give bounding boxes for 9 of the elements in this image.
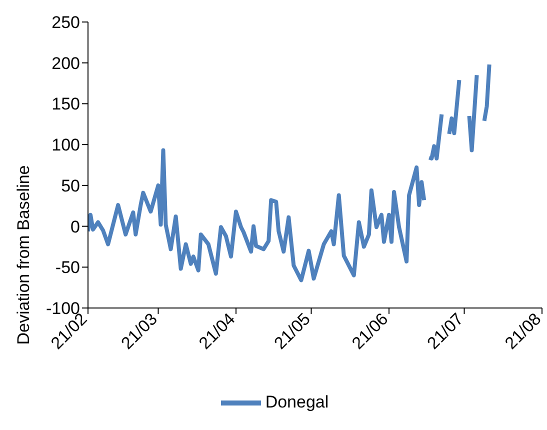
y-tick-label: 200: [52, 54, 80, 73]
y-tick-label: 250: [52, 13, 80, 32]
y-tick-label: 50: [61, 176, 80, 196]
y-axis-title: Deviation from Baseline: [14, 165, 34, 345]
y-tick-label: 0: [70, 217, 80, 236]
y-tick-label: 150: [52, 94, 80, 114]
legend-label: Donegal: [265, 392, 329, 412]
y-tick-label: -50: [55, 258, 80, 278]
y-tick-label: 100: [52, 136, 80, 155]
